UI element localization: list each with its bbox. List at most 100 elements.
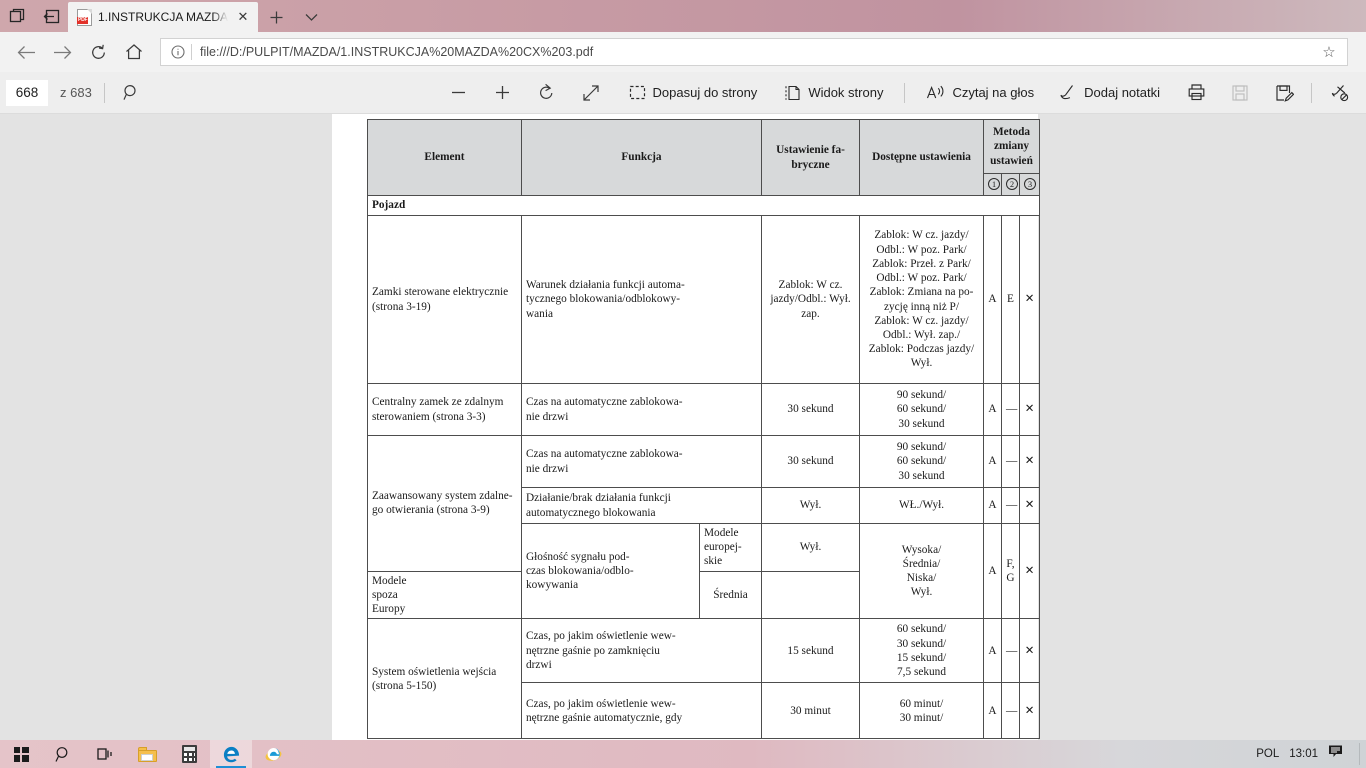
show-desktop-button[interactable] xyxy=(1359,743,1360,765)
forward-icon[interactable] xyxy=(44,35,80,69)
taskbar: POL 13:01 xyxy=(0,740,1366,768)
address-bar[interactable]: file:///D:/PULPIT/MAZDA/1.INSTRUKCJA%20M… xyxy=(160,38,1348,66)
cell-method-3: ✕ xyxy=(1018,215,1041,384)
toolbar-divider xyxy=(103,82,105,103)
read-aloud-label: Czytaj na głos xyxy=(952,85,1035,100)
pdf-viewer[interactable]: Element Funkcja Ustawienie fa- bryczne D… xyxy=(0,114,1366,740)
fit-page-icon xyxy=(629,85,646,100)
header-method-3: 3 xyxy=(1018,173,1041,196)
cell-fabryczne: Średnia xyxy=(699,570,762,620)
task-view-button[interactable] xyxy=(84,740,126,768)
rotate-icon[interactable] xyxy=(532,78,562,108)
calculator-button[interactable] xyxy=(168,740,210,768)
notifications-icon[interactable] xyxy=(1328,744,1343,764)
home-icon[interactable] xyxy=(116,35,152,69)
set-aside-tabs-icon[interactable] xyxy=(34,0,68,32)
cell-method-1: A xyxy=(983,618,1002,684)
navigation-bar: file:///D:/PULPIT/MAZDA/1.INSTRUKCJA%20M… xyxy=(0,32,1366,72)
cell-fabryczne: 15 sekund xyxy=(761,618,860,684)
table-row: Centralny zamek ze zdalnym sterowaniem (… xyxy=(367,383,1041,436)
cell-fabryczne: Zablok: W cz. jazdy/Odbl.: Wył. zap. xyxy=(761,215,860,384)
edge-button[interactable] xyxy=(210,740,252,768)
header-funkcja: Funkcja xyxy=(521,119,762,196)
cell-funkcja: Głośność sygnału pod- czas blokowania/od… xyxy=(521,522,700,620)
search-icon[interactable] xyxy=(117,78,147,108)
cell-method-2: — xyxy=(1001,383,1020,436)
internet-explorer-button[interactable] xyxy=(252,740,294,768)
cell-method-1: A xyxy=(983,383,1002,436)
cell-method-2: — xyxy=(1001,618,1020,684)
address-divider xyxy=(191,44,192,60)
table-row: Głośność sygnału pod- czas blokowania/od… xyxy=(368,522,1041,620)
cell-method-3: ✕ xyxy=(1018,487,1041,524)
close-icon[interactable]: ✕ xyxy=(237,9,249,24)
cell-subgroup: Modele spoza Europy xyxy=(367,570,522,620)
new-tab-button[interactable] xyxy=(258,2,294,32)
internet-explorer-icon xyxy=(265,747,281,761)
cell-method-2: — xyxy=(1001,682,1020,740)
calculator-icon xyxy=(181,745,197,763)
header-method-2: 2 xyxy=(1001,173,1020,196)
cell-method-2: — xyxy=(1001,435,1020,488)
zoom-in-button[interactable] xyxy=(488,78,518,108)
cell-element: System oświetlenia wejścia (strona 5-150… xyxy=(367,618,522,740)
cell-subgroup: Modele europej- skie xyxy=(699,523,762,572)
refresh-icon[interactable] xyxy=(80,35,116,69)
toolbar-divider-3 xyxy=(1311,82,1312,103)
cell-method-3: ✕ xyxy=(1018,383,1041,436)
cell-method-1: A xyxy=(983,487,1002,524)
save-as-icon[interactable] xyxy=(1269,78,1299,108)
language-indicator[interactable]: POL xyxy=(1256,748,1280,760)
zoom-out-button[interactable] xyxy=(444,78,474,108)
start-button[interactable] xyxy=(0,740,42,768)
url-text[interactable]: file:///D:/PULPIT/MAZDA/1.INSTRUKCJA%20M… xyxy=(200,45,594,59)
add-notes-button[interactable]: Dodaj notatki xyxy=(1051,78,1169,108)
cell-dostepne: 90 sekund/ 60 sekund/ 30 sekund xyxy=(859,435,984,488)
cell-method-3: ✕ xyxy=(1018,682,1041,740)
cell-method-3: ✕ xyxy=(1018,435,1041,488)
favorite-star-icon[interactable]: ☆ xyxy=(1322,44,1336,61)
read-aloud-button[interactable]: Czytaj na głos xyxy=(917,78,1043,108)
cell-funkcja: Czas, po jakim oświetlenie wew- nętrzne … xyxy=(521,682,762,740)
cell-funkcja: Czas, po jakim oświetlenie wew- nętrzne … xyxy=(521,618,762,684)
page-view-label: Widok strony xyxy=(808,85,884,100)
cell-fabryczne: 30 sekund xyxy=(761,383,860,436)
cell-dostepne: 60 sekund/ 30 sekund/ 15 sekund/ 7,5 sek… xyxy=(859,618,984,684)
cell-method-1: A xyxy=(983,682,1002,740)
back-icon[interactable] xyxy=(8,35,44,69)
start-icon xyxy=(13,746,29,762)
taskbar-search-button[interactable] xyxy=(42,740,84,768)
edge-icon xyxy=(223,746,239,762)
cell-method-2: F, G xyxy=(1001,522,1020,620)
cell-element: Zaawansowany system zdalne- go otwierani… xyxy=(367,435,522,572)
fit-to-page-button[interactable]: Dopasuj do strony xyxy=(620,78,767,108)
chevron-down-icon[interactable] xyxy=(294,2,328,32)
clear-ink-icon[interactable] xyxy=(1324,78,1354,108)
cell-fabryczne: 30 minut xyxy=(761,682,860,740)
table-row: Działanie/brak działania funkcji automat… xyxy=(368,487,1041,524)
page-number-input[interactable]: 668 xyxy=(6,79,48,106)
fullscreen-icon[interactable] xyxy=(576,78,606,108)
cell-dostepne: WŁ./Wył. xyxy=(859,487,984,524)
header-method-1: 1 xyxy=(983,173,1002,196)
browser-tab[interactable]: 1.INSTRUKCJA MAZDA C ✕ xyxy=(68,2,258,32)
header-dostepne-ustawienia: Dostępne ustawienia xyxy=(859,119,984,196)
tab-preview-icon[interactable] xyxy=(0,0,34,32)
table-row: Modele spoza Europy Średnia xyxy=(367,570,1040,620)
site-info-icon[interactable] xyxy=(167,41,189,63)
fit-to-page-label: Dopasuj do strony xyxy=(652,85,758,100)
table-row: Czas, po jakim oświetlenie wew- nętrzne … xyxy=(368,682,1041,740)
cell-method-1: A xyxy=(983,215,1002,384)
cell-dostepne: 60 minut/ 30 minut/ xyxy=(859,682,984,740)
system-tray: POL 13:01 xyxy=(1256,743,1366,765)
file-explorer-button[interactable] xyxy=(126,740,168,768)
page-view-button[interactable]: Widok strony xyxy=(776,78,892,108)
tab-title: 1.INSTRUKCJA MAZDA C xyxy=(98,10,228,24)
toolbar-divider-2 xyxy=(904,82,906,103)
print-icon[interactable] xyxy=(1181,78,1211,108)
clock[interactable]: 13:01 xyxy=(1289,748,1318,760)
cell-dostepne: 90 sekund/ 60 sekund/ 30 sekund xyxy=(859,383,984,436)
cell-fabryczne: Wył. xyxy=(761,523,860,572)
task-view-icon xyxy=(97,748,112,760)
